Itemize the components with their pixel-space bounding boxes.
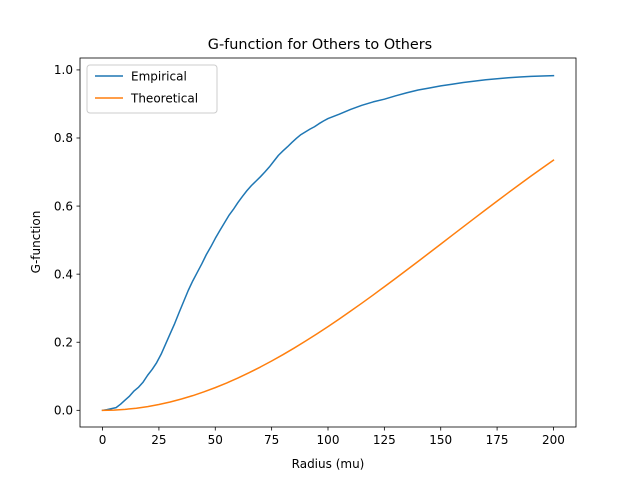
y-tick-label: 0.4 <box>54 267 73 281</box>
y-tick-label: 0.2 <box>54 335 73 349</box>
legend-label-theoretical: Theoretical <box>130 92 198 106</box>
x-tick-label: 0 <box>99 433 107 447</box>
x-tick-label: 25 <box>151 433 166 447</box>
x-tick-label: 125 <box>373 433 396 447</box>
y-tick-label: 0.6 <box>54 199 73 213</box>
x-tick-label: 50 <box>208 433 223 447</box>
plot-area: 0 25 50 75 100 125 150 175 200 0.0 0.2 0.4 0.6 0.8 1.0 <box>54 57 577 447</box>
legend: Empirical Theoretical <box>86 64 218 114</box>
legend-label-empirical: Empirical <box>131 70 187 84</box>
y-axis-label: G-function <box>29 211 43 274</box>
y-tick-label: 0.8 <box>54 131 73 145</box>
y-tick-label: 1.0 <box>54 63 73 77</box>
chart-title: G-function for Others to Others <box>208 37 432 53</box>
x-tick-label: 150 <box>429 433 452 447</box>
legend-box <box>86 64 218 114</box>
x-tick-label: 75 <box>264 433 279 447</box>
series-line-empirical <box>101 74 555 412</box>
y-tick-label: 0.0 <box>54 404 73 418</box>
x-tick-label: 200 <box>542 433 565 447</box>
x-axis-label: Radius (mu) <box>292 457 365 471</box>
x-tick-label: 175 <box>486 433 509 447</box>
series-line-theoretical <box>101 159 555 412</box>
x-tick-label: 100 <box>317 433 340 447</box>
